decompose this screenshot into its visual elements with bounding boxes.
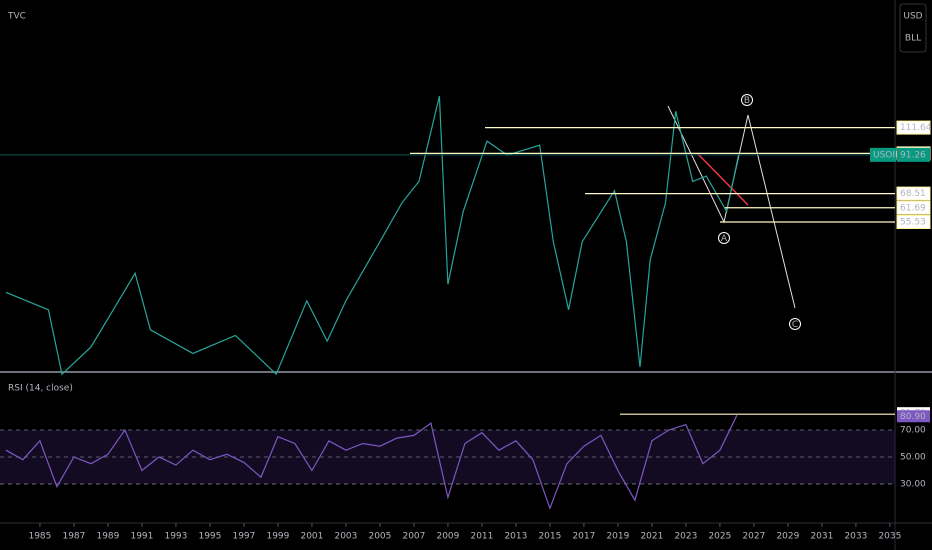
symbol-box [870,147,896,162]
x-tick-label: 2017 [572,532,595,542]
x-tick-label: 1989 [96,532,119,542]
series-line [5,415,738,511]
wave-circle [789,318,801,330]
x-tick-label: 2023 [674,532,697,542]
x-tick-label: 2035 [878,532,901,542]
wave-circle [718,232,730,244]
x-tick-label: 2019 [606,532,629,542]
symbol-title: TVC [7,12,26,22]
x-tick-label: 2031 [810,532,833,542]
level-label: 111.64 [900,123,932,133]
level-label: 68.51 [900,189,926,199]
indicator-title: RSI (14, close) [8,384,73,394]
x-tick-label: 1991 [130,532,153,542]
x-tick-label: 1995 [198,532,221,542]
rsi-value-label: 80.90 [900,412,926,422]
x-tick-label: 2021 [640,532,663,542]
x-tick-label: 2015 [538,532,561,542]
currency-box[interactable] [899,3,927,53]
level-box [896,120,931,135]
wave-label: B [744,96,750,106]
x-tick-label: 2007 [402,532,425,542]
currency-button[interactable]: USD [903,12,922,22]
series-line [5,95,740,376]
wave-circle [741,94,753,106]
x-tick-label: 2025 [708,532,731,542]
last-price-label: 91.26 [900,150,926,160]
level-label: 61.69 [900,203,926,213]
wave-label: C [792,320,798,330]
x-tick-label: 2029 [776,532,799,542]
level-label: 55.53 [900,217,926,227]
x-tick-label: 1993 [164,532,187,542]
y-tick-label: 50.00 [900,452,926,462]
wave-label: A [721,234,728,244]
x-tick-label: 1987 [62,532,85,542]
level-box [896,186,931,201]
level-box [896,200,931,215]
trend-line [696,152,749,206]
y-tick-label: 70.00 [900,425,926,435]
x-tick-label: 2013 [504,532,527,542]
symbol-label: USOIL [873,150,900,160]
x-tick-label: 1985 [28,532,51,542]
rsi-value-box [897,410,930,423]
last-price-box [897,147,930,162]
unit-button[interactable]: BLL [905,34,921,44]
x-tick-label: 1997 [232,532,255,542]
x-tick-label: 2033 [844,532,867,542]
x-tick-label: 2003 [334,532,357,542]
level-box [896,214,931,229]
x-tick-label: 2009 [436,532,459,542]
x-tick-label: 2011 [470,532,493,542]
x-tick-label: 1999 [266,532,289,542]
x-tick-label: 2027 [742,532,765,542]
x-tick-label: 2001 [300,532,323,542]
x-tick-label: 2005 [368,532,391,542]
y-tick-label: 30.00 [900,479,926,489]
